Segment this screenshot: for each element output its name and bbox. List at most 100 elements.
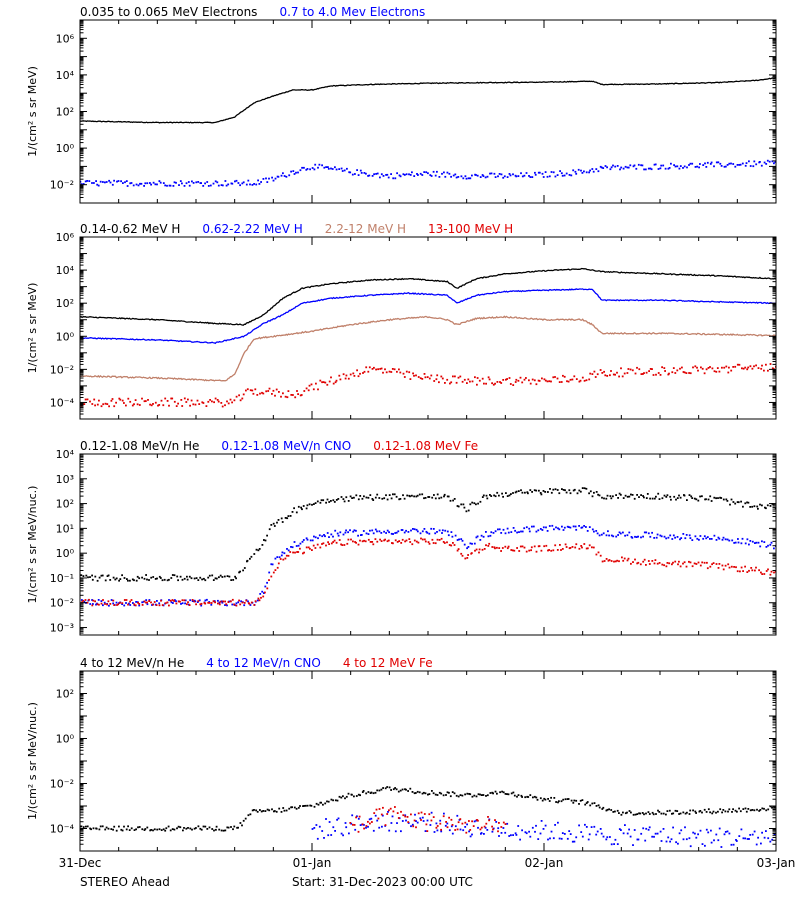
data-point [337, 534, 340, 537]
data-point [363, 370, 366, 373]
data-point [440, 830, 443, 833]
data-point [555, 526, 557, 529]
data-point [140, 182, 143, 185]
data-point [749, 540, 752, 542]
data-point [485, 544, 487, 547]
data-point [536, 798, 539, 801]
data-point [292, 394, 294, 396]
data-point [212, 182, 215, 185]
data-point [689, 372, 692, 375]
data-point [116, 180, 118, 183]
data-point [583, 379, 586, 382]
data-point [254, 600, 257, 603]
data-point [426, 376, 429, 378]
data-point [217, 602, 219, 605]
data-point [130, 599, 133, 601]
data-point [192, 403, 195, 406]
data-point [479, 539, 482, 541]
data-point [200, 604, 203, 607]
data-point [196, 399, 199, 402]
data-point [132, 184, 135, 187]
data-point [146, 826, 149, 829]
data-point [664, 167, 667, 170]
data-point [462, 829, 465, 832]
data-point [703, 808, 706, 811]
data-point [478, 548, 481, 551]
data-point [268, 177, 270, 180]
data-point [81, 601, 83, 604]
data-point [663, 367, 666, 369]
data-point [189, 404, 191, 407]
data-point [544, 798, 547, 801]
data-point [716, 367, 719, 369]
data-point [316, 837, 319, 840]
data-point [321, 543, 323, 545]
data-point [113, 405, 116, 408]
data-point [314, 163, 317, 166]
data-point [275, 388, 278, 391]
data-point [647, 828, 650, 831]
data-point [717, 567, 720, 569]
data-point [427, 496, 430, 498]
data-point [357, 543, 360, 546]
data-point [369, 494, 372, 496]
spacecraft-label: STEREO Ahead [80, 875, 170, 889]
data-point [427, 541, 430, 543]
data-point [344, 377, 347, 380]
data-point [610, 534, 613, 537]
data-point [654, 559, 657, 561]
data-point [695, 836, 698, 839]
data-point [697, 369, 699, 372]
data-point [490, 172, 493, 175]
data-point [384, 368, 386, 371]
data-point [665, 813, 667, 816]
data-point [443, 812, 445, 815]
data-point [272, 389, 275, 392]
data-point [200, 602, 203, 605]
data-point [457, 505, 460, 508]
data-point [268, 528, 271, 531]
data-point [421, 530, 424, 533]
data-point [205, 405, 208, 407]
data-point [395, 495, 398, 498]
data-point [494, 790, 497, 793]
data-point [581, 526, 584, 529]
data-point [673, 164, 675, 166]
data-point [753, 505, 756, 508]
data-point [159, 181, 162, 184]
data-point [84, 398, 87, 401]
data-point [690, 495, 693, 498]
data-point [231, 182, 234, 185]
data-point [533, 545, 536, 548]
data-point [253, 553, 256, 555]
legend-entry: 0.12-1.08 MeV/n CNO [221, 439, 351, 453]
data-point [597, 551, 600, 554]
data-point [552, 837, 555, 840]
data-point [655, 373, 657, 376]
data-point [585, 487, 588, 490]
data-point [340, 796, 343, 799]
data-point [448, 172, 451, 175]
data-point [464, 821, 467, 824]
data-point [679, 812, 682, 815]
data-point [641, 812, 644, 814]
data-point [158, 828, 161, 831]
data-point [338, 374, 341, 377]
data-point [753, 160, 756, 163]
data-point [420, 537, 422, 540]
data-point [702, 537, 705, 540]
data-point [618, 531, 621, 534]
data-point [339, 531, 342, 534]
data-point [190, 399, 193, 402]
data-point [433, 494, 435, 496]
data-point [414, 813, 416, 816]
data-point [432, 528, 435, 530]
data-point [245, 389, 247, 392]
data-point [694, 365, 697, 368]
data-point [748, 543, 750, 546]
data-point [170, 397, 173, 400]
data-point [88, 180, 91, 182]
data-point [382, 371, 384, 374]
data-point [616, 371, 618, 374]
data-point [501, 790, 503, 793]
